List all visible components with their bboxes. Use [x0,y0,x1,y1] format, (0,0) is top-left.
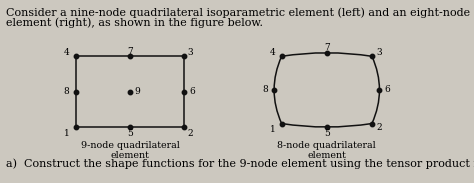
Text: 1: 1 [64,129,70,138]
Text: 3: 3 [188,48,193,57]
Text: 7: 7 [324,43,329,52]
Text: 4: 4 [64,48,70,57]
Text: 9-node quadrilateral
element: 9-node quadrilateral element [81,141,180,160]
Text: 6: 6 [384,85,391,94]
Text: 5: 5 [324,129,330,138]
Text: 2: 2 [376,123,382,132]
Text: 1: 1 [270,125,276,134]
Text: 9: 9 [135,87,140,96]
Text: 6: 6 [189,87,195,96]
Text: a)  Construct the shape functions for the 9-node element using the tensor produc: a) Construct the shape functions for the… [6,158,474,169]
Text: 8-node quadrilateral
element: 8-node quadrilateral element [277,141,376,160]
Text: 8: 8 [263,85,268,94]
Text: 7: 7 [127,47,133,56]
Text: 8: 8 [64,87,70,96]
Text: 2: 2 [188,129,193,138]
Text: 4: 4 [270,48,276,57]
Text: 3: 3 [376,48,382,57]
Text: element (right), as shown in the figure below.: element (right), as shown in the figure … [6,17,263,28]
Text: Consider a nine-node quadrilateral isoparametric element (left) and an eight-nod: Consider a nine-node quadrilateral isopa… [6,7,474,18]
Text: 5: 5 [127,129,133,138]
